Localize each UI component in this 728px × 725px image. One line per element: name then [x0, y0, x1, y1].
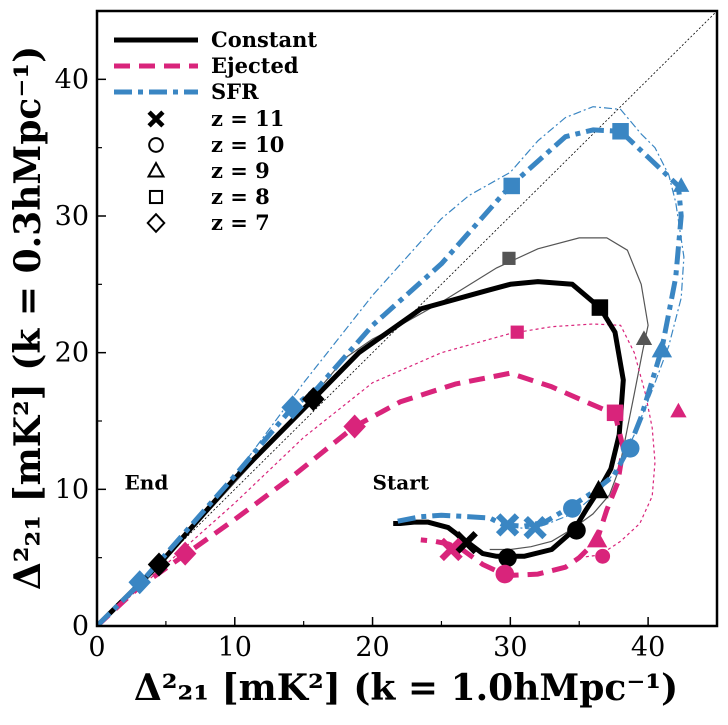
legend-label-z: z = 9 [211, 158, 270, 183]
marker-constant-z9 [588, 479, 609, 499]
marker-thin-sfr-z9 [673, 177, 690, 192]
legend-label-sfr: SFR [211, 79, 259, 104]
annotation-start: Start [373, 470, 430, 494]
legend-marker-x [147, 110, 165, 128]
marker-constant-z10 [567, 521, 586, 540]
y-tick-label: 20 [55, 338, 89, 369]
thin-series-line-ejected [97, 323, 656, 626]
marker-constant-z7 [302, 387, 325, 412]
y-tick-label: 40 [55, 64, 89, 95]
marker-sfr-z11 [523, 515, 547, 540]
x-tick-label: 20 [355, 632, 389, 663]
legend-label-constant: Constant [211, 27, 317, 52]
legend-marker-circle [148, 137, 164, 153]
legend-marker-diamond [146, 212, 166, 234]
marker-ejected-z7 [343, 414, 366, 439]
marker-constant-z11 [454, 530, 478, 555]
marker-sfr-z11 [495, 513, 520, 537]
marker-sfr-z9 [651, 339, 673, 358]
x-tick-label: 0 [88, 632, 105, 663]
y-axis-label: Δ²₂₁ [mK²] (k = 0.3hMpc⁻¹) [7, 46, 49, 590]
x-tick-label: 30 [493, 632, 527, 663]
legend-marker-triangle [146, 161, 166, 178]
x-tick-label: 40 [631, 632, 665, 663]
marker-ejected-z7 [173, 541, 197, 566]
legend-label-ejected: Ejected [211, 53, 299, 78]
legend-label-z: z = 8 [211, 184, 270, 209]
marker-ejected-z8 [606, 404, 624, 422]
legend-label-z: z = 7 [211, 210, 270, 235]
annotation-end: End [125, 470, 169, 494]
marker-sfr-z7 [281, 395, 304, 420]
marker-constant-z8 [591, 299, 609, 316]
x-tick-label: 10 [218, 632, 252, 663]
y-tick-label: 0 [72, 611, 89, 642]
marker-sfr-z8 [612, 123, 629, 140]
legend-label-z: z = 11 [211, 106, 284, 131]
marker-constant-z10 [498, 548, 517, 567]
y-tick-label: 10 [55, 474, 89, 505]
marker-thin-ejected-z9 [670, 402, 687, 418]
marker-thin-ejected-z10 [595, 548, 611, 564]
marker-ejected-z10 [495, 564, 515, 584]
marker-thin-ejected-z8 [510, 325, 524, 339]
legend-label-z: z = 10 [211, 132, 284, 157]
tick-layer: 0 10 20 30 40 0 10 20 30 40 [55, 64, 666, 663]
marker-sfr-z10 [620, 439, 640, 458]
y-tick-label: 30 [55, 201, 89, 232]
marker-ejected-z9 [586, 529, 608, 548]
marker-sfr-z8 [503, 177, 520, 195]
plot-frame [95, 9, 719, 628]
marker-sfr-z7 [128, 570, 151, 595]
marker-constant-z7 [147, 552, 171, 577]
marker-thin-constant-z9 [635, 330, 653, 345]
marker-layer [128, 123, 690, 595]
legend-marker-square [148, 189, 164, 205]
x-axis-label: Δ²₂₁ [mK²] (k = 1.0hMpc⁻¹) [134, 667, 678, 709]
marker-sfr-z10 [563, 499, 582, 518]
marker-thin-constant-z8 [502, 251, 516, 265]
marker-ejected-z11 [439, 537, 463, 562]
